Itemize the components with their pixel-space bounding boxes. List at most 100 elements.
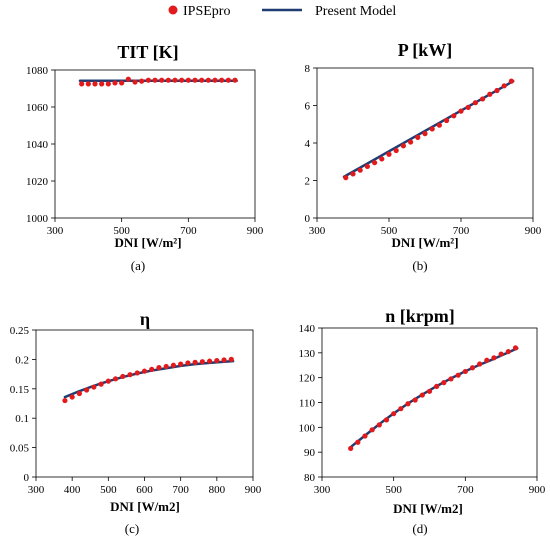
x-tick-label: 900 (525, 225, 542, 237)
data-point-ipsepro (350, 171, 356, 177)
data-point-ipsepro (400, 143, 406, 149)
data-point-ipsepro (199, 359, 205, 365)
data-point-ipsepro (134, 370, 140, 376)
data-point-ipsepro (355, 439, 361, 445)
x-axis-label: DNI [W/m²] (114, 235, 181, 250)
data-point-ipsepro (386, 151, 392, 157)
data-point-ipsepro (434, 383, 440, 389)
data-point-ipsepro (364, 163, 370, 170)
data-point-ipsepro (472, 100, 478, 106)
y-tick-label: 4 (305, 138, 311, 150)
data-point-ipsepro (465, 104, 471, 110)
x-tick-label: 500 (113, 225, 130, 237)
data-point-ipsepro (444, 117, 450, 124)
data-point-ipsepro (405, 401, 411, 407)
x-tick-label: 700 (453, 225, 470, 237)
data-point-ipsepro (105, 81, 111, 87)
data-point-ipsepro (149, 366, 155, 372)
data-point-ipsepro (139, 78, 145, 84)
data-point-ipsepro (441, 380, 447, 386)
data-point-ipsepro (69, 394, 75, 400)
x-tick-label: 600 (136, 484, 153, 496)
data-point-ipsepro (422, 131, 428, 137)
x-tick-label: 300 (314, 484, 331, 496)
x-tick-label: 900 (247, 225, 264, 237)
data-point-ipsepro (207, 358, 213, 364)
data-point-ipsepro (199, 77, 205, 83)
x-tick-label: 400 (64, 484, 81, 496)
data-point-ipsepro (132, 79, 138, 85)
data-point-ipsepro (357, 167, 363, 173)
data-point-ipsepro (484, 357, 490, 363)
x-tick-label: 800 (209, 484, 226, 496)
data-point-ipsepro (477, 361, 483, 367)
x-axis-label: DNI [W/m2] (110, 499, 180, 514)
legend-present-model-label: Present Model (315, 4, 396, 19)
data-point-ipsepro (512, 345, 519, 351)
data-point-ipsepro (383, 417, 390, 423)
plot-area-frame (316, 67, 534, 219)
x-axis-label: DNI [W/m²] (391, 235, 458, 250)
data-point-ipsepro (112, 80, 118, 86)
x-tick-label: 700 (457, 484, 474, 496)
data-point-ipsepro (426, 388, 433, 394)
data-point-ipsepro (436, 122, 442, 128)
chart-panel-power: P [kW] DNI [W/m²] (b) 300 500 700 900 0 2 4 6 8 (305, 40, 542, 273)
series-line-present-model (63, 359, 235, 399)
data-point-ipsepro (179, 77, 185, 83)
chart-title: P [kW] (398, 40, 453, 60)
x-tick-label: 500 (381, 225, 398, 237)
data-point-ipsepro (343, 175, 349, 181)
data-point-ipsepro (451, 113, 457, 119)
data-point-ipsepro (91, 384, 97, 390)
legend-ipsepro-label: IPSEpro (183, 4, 230, 19)
y-tick-label: 100 (299, 422, 316, 434)
data-point-ipsepro (348, 445, 354, 452)
data-point-ipsepro (85, 81, 91, 87)
x-tick-label: 700 (180, 225, 197, 237)
plot-area-frame (321, 327, 538, 478)
data-point-ipsepro (163, 363, 169, 370)
data-point-ipsepro (412, 397, 418, 403)
y-tick-label: 0 (305, 213, 311, 225)
panel-caption: (c) (125, 521, 139, 536)
legend: IPSEpro Present Model (168, 4, 396, 19)
data-point-ipsepro (362, 433, 368, 439)
data-point-ipsepro (84, 387, 90, 393)
y-tick-label: 1080 (26, 65, 49, 77)
x-tick-label: 900 (245, 484, 262, 496)
data-point-ipsepro (462, 368, 468, 375)
data-point-ipsepro (159, 77, 165, 83)
x-tick-label: 300 (309, 225, 326, 237)
data-point-ipsepro (99, 81, 105, 87)
data-point-ipsepro (398, 406, 404, 412)
data-point-ipsepro (125, 76, 131, 82)
series-line-present-model (342, 79, 515, 178)
y-tick-label: 1000 (26, 213, 49, 225)
y-tick-label: 90 (304, 447, 316, 459)
data-point-ipsepro (112, 376, 119, 382)
y-tick-label: 120 (299, 373, 316, 385)
y-tick-label: 6 (305, 101, 311, 113)
data-point-ipsepro (379, 156, 385, 162)
data-point-ipsepro (408, 139, 414, 145)
chart-title: n [krpm] (385, 306, 455, 326)
plot-area-frame (35, 329, 254, 478)
y-tick-label: 2 (305, 176, 311, 188)
data-point-ipsepro (156, 365, 162, 371)
panel-caption: (a) (131, 258, 145, 273)
chart-panel-efficiency: η DNI [W/m2] (c) 300 400 500 600 700 800 900 0 0… (10, 309, 262, 536)
data-point-ipsepro (480, 96, 486, 102)
series-line-present-model (348, 347, 519, 449)
data-point-ipsepro (505, 348, 511, 355)
y-tick-label: 1040 (26, 139, 49, 151)
data-point-ipsepro (455, 372, 461, 378)
y-tick-label: 0.2 (15, 354, 29, 366)
data-point-ipsepro (376, 422, 382, 428)
data-point-ipsepro (491, 355, 497, 361)
data-point-ipsepro (212, 77, 218, 83)
data-point-ipsepro (487, 91, 493, 97)
data-point-ipsepro (494, 87, 500, 94)
data-point-ipsepro (79, 81, 85, 87)
